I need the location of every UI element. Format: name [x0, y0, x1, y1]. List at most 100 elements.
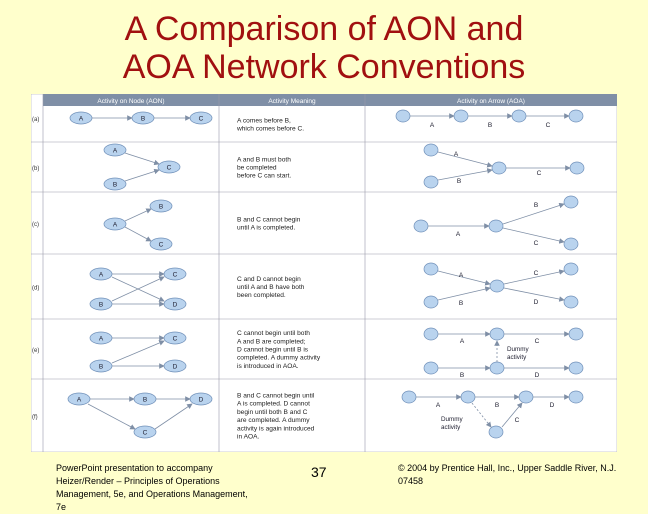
node-label: D: [173, 301, 178, 308]
activity-arrow: [437, 270, 491, 286]
network-node: [460, 390, 476, 404]
network-node: [511, 109, 527, 123]
node-label: B: [99, 301, 103, 308]
activity-meaning-line: B and C cannot begin: [237, 216, 301, 223]
network-node: [518, 390, 534, 404]
arrow-label: C: [534, 270, 539, 277]
network-node: [103, 217, 127, 231]
arrow-label: C: [535, 338, 540, 345]
network-node: [563, 262, 579, 276]
node-label: B: [143, 396, 147, 403]
network-node: [453, 109, 469, 123]
activity-meaning-line: B and C cannot begin until: [237, 393, 315, 400]
network-node: [401, 390, 417, 404]
network-node: [568, 327, 584, 341]
network-node: [423, 327, 439, 341]
dummy-label: Dummy: [441, 416, 464, 423]
activity-arrow: [437, 286, 491, 301]
activity-arrow: [502, 202, 565, 225]
arrow-label: D: [534, 299, 539, 306]
network-node: [423, 175, 439, 189]
network-node: [423, 295, 439, 309]
arrow-label: A: [456, 231, 461, 238]
row-label: (a): [32, 117, 39, 123]
network-node: [563, 237, 579, 251]
network-node: [423, 361, 439, 375]
node-label: B: [113, 181, 117, 188]
node-label: C: [159, 241, 164, 248]
activity-meaning-line: A is completed. D cannot: [237, 401, 310, 408]
dummy-arrow: [471, 402, 492, 428]
activity-meaning-line: in AOA.: [237, 434, 260, 441]
network-node: [395, 109, 411, 123]
node-label: C: [199, 115, 204, 122]
activity-meaning-line: D cannot begin until B is: [237, 347, 309, 354]
arrow-label: A: [454, 151, 459, 158]
network-node: [149, 199, 173, 213]
dummy-label: Dummy: [507, 346, 530, 353]
table-structure: [31, 94, 617, 452]
arrow-label: A: [436, 402, 441, 409]
activity-meaning-line: before C can start.: [237, 173, 291, 180]
activity-arrow: [154, 403, 193, 430]
activity-meaning-line: be completed: [237, 165, 277, 172]
activity-meaning-line: is introduced in AOA.: [237, 363, 299, 370]
activity-arrow: [87, 403, 136, 430]
network-node: [568, 361, 584, 375]
network-node: [568, 109, 584, 123]
activity-arrow: [124, 152, 160, 166]
slide-title: A Comparison of AON and AOA Network Conv…: [0, 10, 648, 86]
node-label: A: [77, 396, 82, 403]
table-header: Activity on Node (AON) Activity Meaning Ac…: [97, 98, 525, 105]
activity-arrow: [501, 402, 523, 428]
footer-copyright: © 2004 by Prentice Hall, Inc., Upper Sad…: [398, 463, 617, 486]
arrow-label: D: [535, 372, 540, 379]
activity-meaning-line: which comes before C.: [236, 126, 304, 133]
arrow-label: D: [550, 402, 555, 409]
dummy-label: activity: [507, 354, 527, 361]
activity-arrow: [111, 276, 165, 302]
dummy-label: activity: [441, 424, 461, 431]
node-label: A: [99, 335, 104, 342]
activity-meaning-line: A comes before B,: [237, 117, 291, 124]
header-cell: Activity Meaning: [268, 98, 316, 105]
activity-meaning-line: begin until both B and C: [237, 409, 308, 416]
activity-meaning-line: until A and B have both: [237, 284, 305, 291]
activity-meaning-line: are completed. A dummy: [237, 417, 310, 424]
activity-meaning-line: completed. A dummy activity: [237, 355, 321, 362]
network-node: [488, 219, 504, 233]
node-label: C: [167, 164, 172, 171]
network-node: [133, 425, 157, 439]
header-cell: Activity on Arrow (AOA): [457, 98, 525, 105]
page-number: 37: [311, 464, 327, 480]
arrow-label: C: [515, 417, 520, 424]
node-label: C: [173, 335, 178, 342]
footer-credit: PowerPoint presentation to accompany Hei…: [56, 463, 248, 512]
network-node: [103, 177, 127, 191]
node-label: A: [113, 147, 118, 154]
node-label: C: [173, 271, 178, 278]
activity-arrow: [124, 168, 160, 182]
network-node: [423, 262, 439, 276]
network-node: [413, 219, 429, 233]
activity-arrow: [502, 227, 565, 244]
node-label: B: [99, 363, 103, 370]
row-label: (f): [32, 415, 38, 421]
activity-arrow: [437, 168, 493, 181]
header-cell: Activity on Node (AON): [97, 98, 164, 105]
node-label: D: [173, 363, 178, 370]
table-rows: (a) A comes before B, which comes before C…: [32, 117, 321, 441]
activity-meaning-line: A and B must both: [237, 156, 291, 163]
node-label: D: [199, 396, 204, 403]
activity-arrow: [124, 226, 152, 242]
row-label: (e): [32, 348, 39, 354]
network-node: [103, 143, 127, 157]
activity-arrow: [124, 208, 152, 222]
network-diagrams: A B CA B CABCABCABCABCABCDABCDABCDABCDDummya…: [67, 109, 585, 439]
arrow-label: B: [488, 122, 492, 129]
activity-meaning-line: been completed.: [237, 292, 286, 299]
activity-arrow: [503, 287, 565, 302]
network-node: [563, 295, 579, 309]
activity-arrow: [111, 340, 165, 364]
network-node: [423, 143, 439, 157]
